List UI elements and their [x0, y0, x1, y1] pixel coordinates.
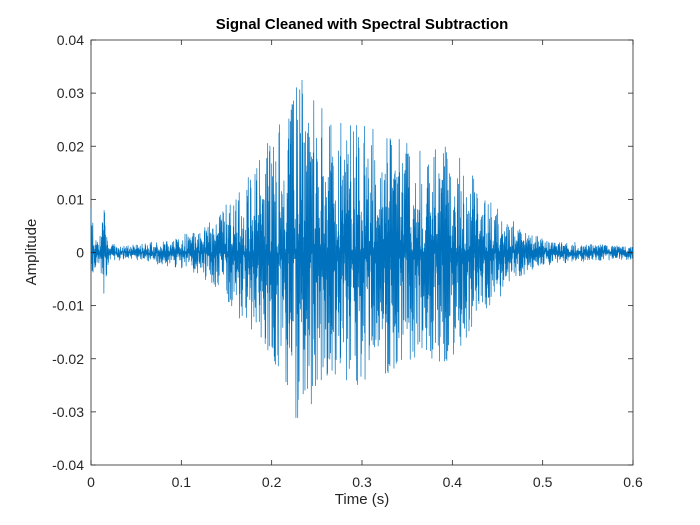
- chart-title: Signal Cleaned with Spectral Subtraction: [216, 16, 509, 33]
- x-tick-label: 0.1: [172, 474, 192, 490]
- plot-area: [90, 39, 634, 466]
- y-tick-label: -0.02: [52, 351, 84, 367]
- x-tick-label: 0.4: [443, 474, 463, 490]
- x-tick-label: 0.2: [262, 474, 282, 490]
- y-tick-label: 0: [76, 245, 84, 261]
- x-tick-label: 0: [87, 474, 95, 490]
- y-tick-label: 0.04: [57, 32, 84, 48]
- y-axis: 0.04 0.03 0.02 0.01 0 -0.01 -0.02 -0.03 -0.04: [52, 32, 633, 473]
- y-axis-label: Amplitude: [23, 219, 40, 286]
- y-tick-label: 0.02: [57, 138, 84, 154]
- x-tick-label: 0.6: [623, 474, 643, 490]
- signal-line: [90, 79, 634, 419]
- y-tick-label: 0.03: [57, 85, 84, 101]
- y-tick-label: -0.01: [52, 298, 84, 314]
- y-tick-label: -0.04: [52, 457, 84, 473]
- y-tick-label: -0.03: [52, 404, 84, 420]
- x-axis-label: Time (s): [335, 491, 389, 508]
- y-tick-label: 0.01: [57, 191, 84, 207]
- x-tick-label: 0.3: [352, 474, 372, 490]
- x-axis: 0 0.1 0.2 0.3 0.4 0.5 0.6: [87, 40, 643, 490]
- x-tick-label: 0.5: [533, 474, 553, 490]
